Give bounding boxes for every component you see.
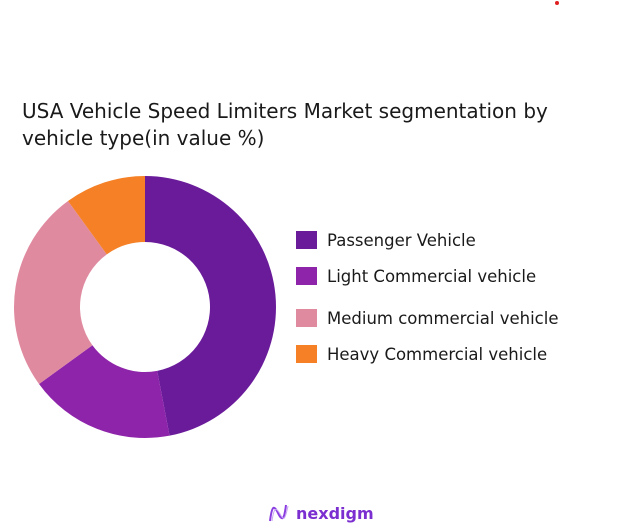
legend-swatch xyxy=(296,267,317,285)
nexdigm-logo: nexdigm xyxy=(268,503,374,523)
decorative-dot xyxy=(555,1,559,5)
legend-swatch xyxy=(296,309,317,327)
legend-item: Heavy Commercial vehicle xyxy=(296,344,547,364)
nexdigm-logo-icon xyxy=(269,504,289,522)
legend-label: Light Commercial vehicle xyxy=(327,266,537,286)
legend-swatch xyxy=(296,345,317,363)
donut-slice-medium-commercial-vehicle xyxy=(13,201,107,384)
donut-slice-light-commercial-vehicle xyxy=(39,345,170,438)
legend-label: Medium commercial vehicle xyxy=(327,308,559,328)
legend-item: Passenger Vehicle xyxy=(296,230,476,250)
legend-swatch xyxy=(296,231,317,249)
legend-item: Light Commercial vehicle xyxy=(296,266,536,286)
donut-chart xyxy=(13,176,277,438)
brand-name: nexdigm xyxy=(296,503,374,523)
donut-slice-passenger-vehicle xyxy=(145,176,277,436)
chart-title: USA Vehicle Speed Limiters Market segmen… xyxy=(22,99,548,150)
legend-label: Heavy Commercial vehicle xyxy=(327,344,548,364)
legend-item: Medium commercial vehicle xyxy=(296,308,558,328)
donut-slice-heavy-commercial-vehicle xyxy=(68,176,145,255)
legend-label: Passenger Vehicle xyxy=(327,230,476,250)
